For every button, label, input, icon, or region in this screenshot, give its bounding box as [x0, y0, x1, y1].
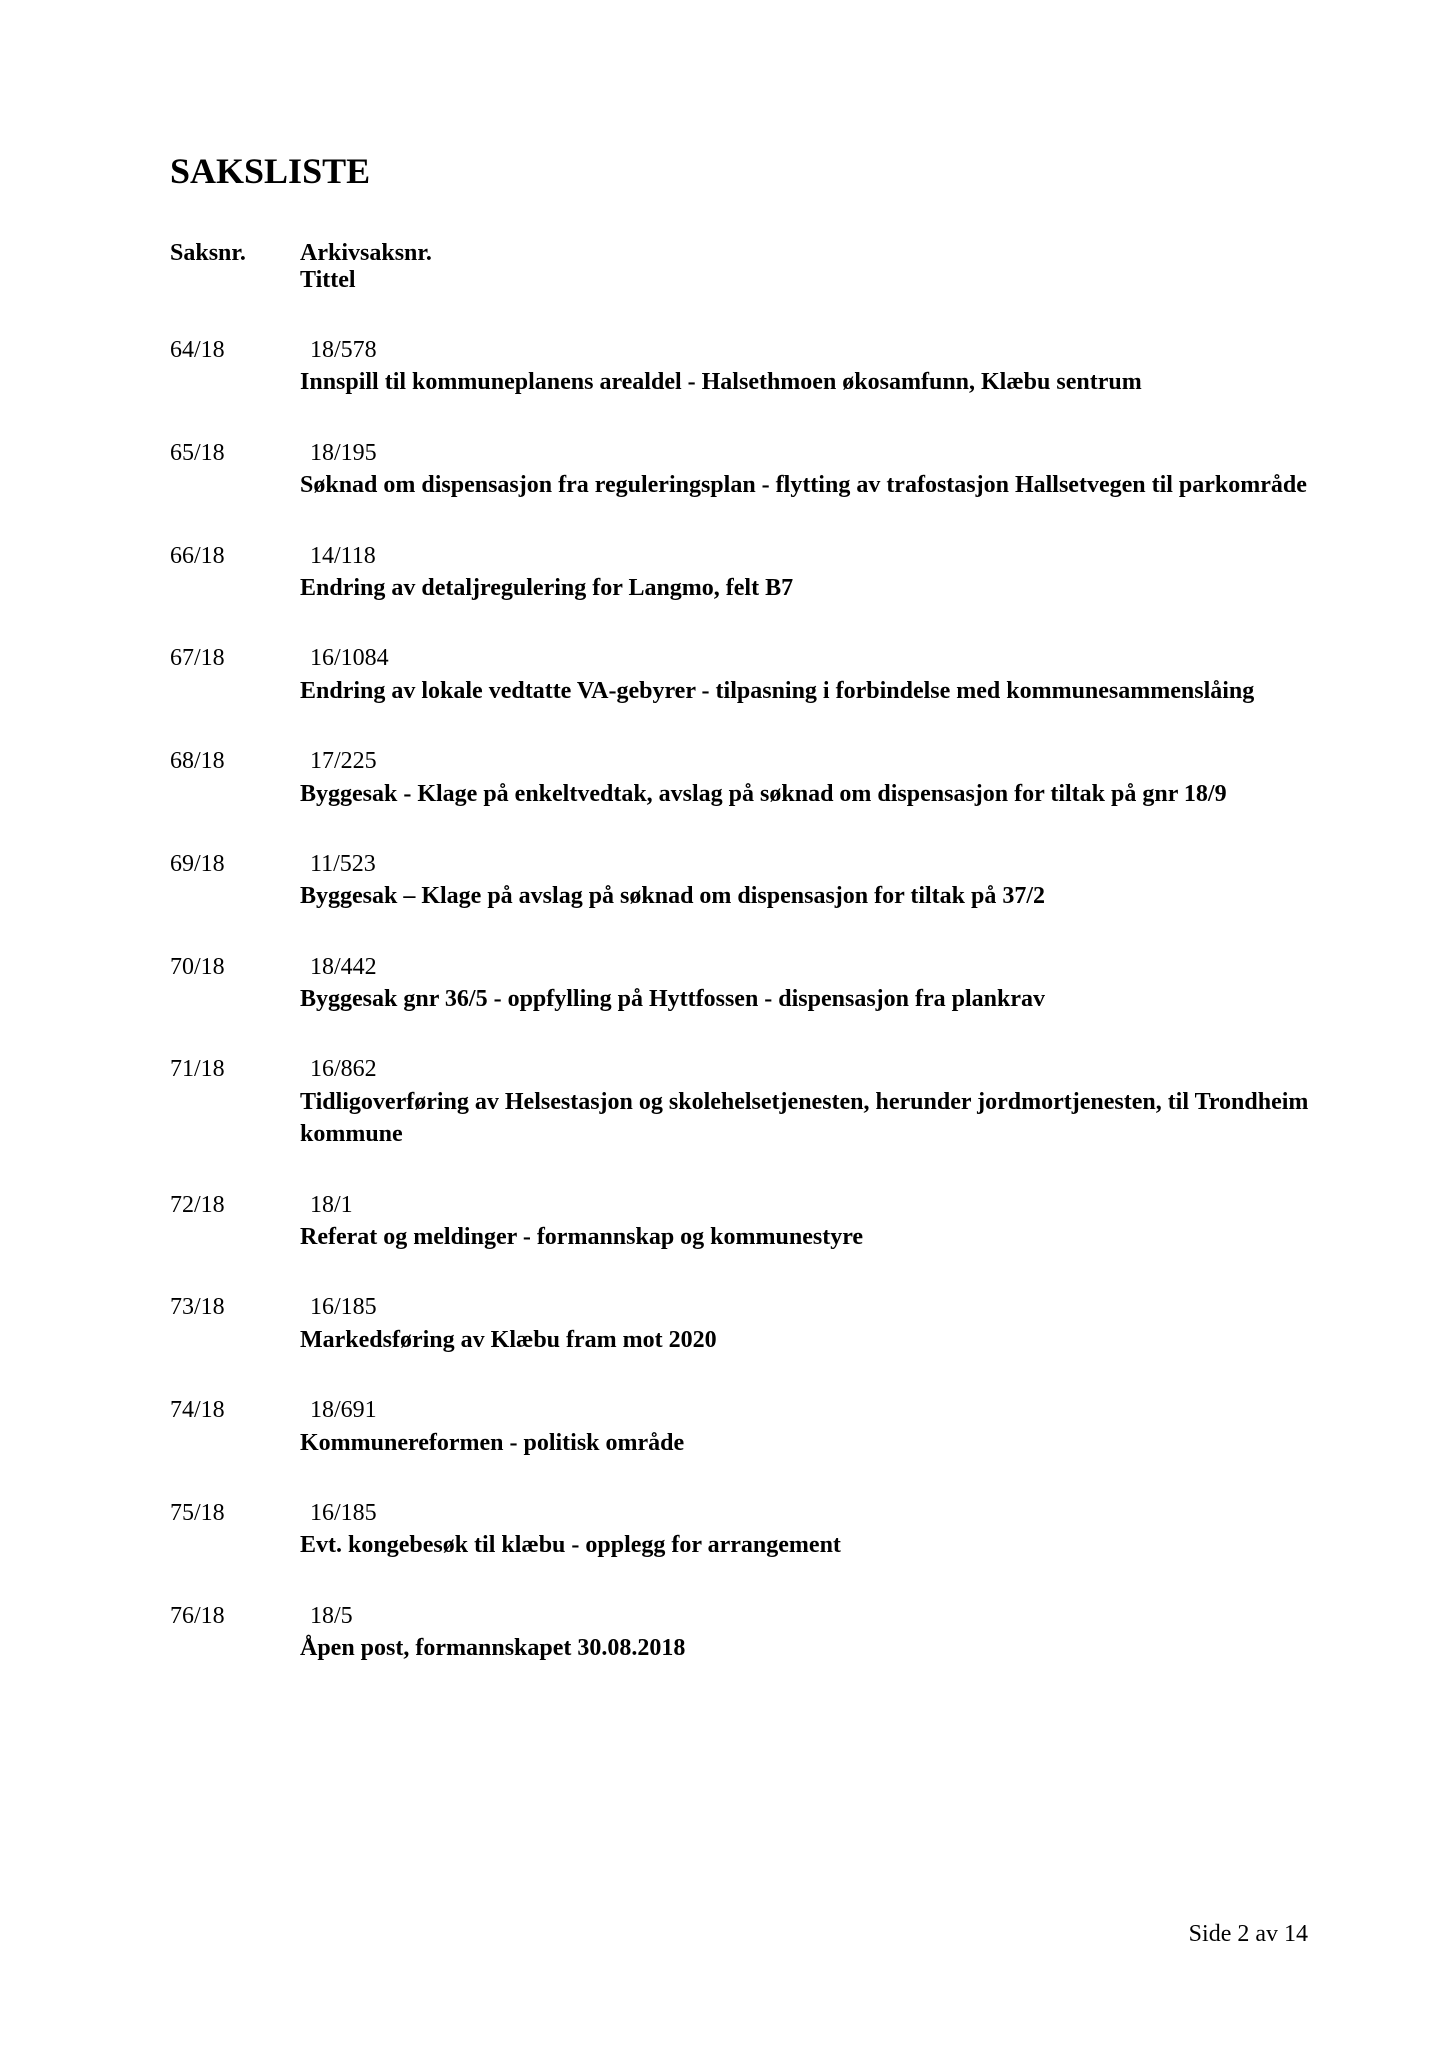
item-tittel: Byggesak - Klage på enkeltvedtak, avslag… [300, 778, 1318, 810]
header-content: Arkivsaksnr. Tittel [300, 240, 1318, 294]
item-content: 18/5Åpen post, formannskapet 30.08.2018 [300, 1600, 1318, 1665]
item-content: 18/195Søknad om dispensasjon fra reguler… [300, 437, 1318, 502]
list-item: 75/1816/185Evt. kongebesøk til klæbu - o… [170, 1497, 1318, 1562]
item-content: 17/225Byggesak - Klage på enkeltvedtak, … [300, 745, 1318, 810]
item-saksnr: 72/18 [170, 1189, 300, 1254]
item-saksnr: 66/18 [170, 540, 300, 605]
header-arkiv: Arkivsaksnr. [300, 240, 1318, 267]
list-item: 69/1811/523Byggesak – Klage på avslag på… [170, 848, 1318, 913]
item-arkiv: 17/225 [300, 745, 1318, 777]
item-tittel: Byggesak gnr 36/5 - oppfylling på Hyttfo… [300, 983, 1318, 1015]
item-arkiv: 18/1 [300, 1189, 1318, 1221]
item-tittel: Tidligoverføring av Helsestasjon og skol… [300, 1086, 1318, 1151]
list-item: 65/1818/195Søknad om dispensasjon fra re… [170, 437, 1318, 502]
item-saksnr: 65/18 [170, 437, 300, 502]
list-item: 70/1818/442Byggesak gnr 36/5 - oppfyllin… [170, 951, 1318, 1016]
item-saksnr: 76/18 [170, 1600, 300, 1665]
header-saksnr: Saksnr. [170, 240, 300, 294]
list-item: 66/1814/118Endring av detaljregulering f… [170, 540, 1318, 605]
item-saksnr: 75/18 [170, 1497, 300, 1562]
item-arkiv: 18/442 [300, 951, 1318, 983]
list-item: 71/1816/862Tidligoverføring av Helsestas… [170, 1053, 1318, 1150]
item-content: 14/118Endring av detaljregulering for La… [300, 540, 1318, 605]
item-content: 11/523Byggesak – Klage på avslag på søkn… [300, 848, 1318, 913]
items-list: 64/1818/578Innspill til kommuneplanens a… [170, 334, 1318, 1665]
item-tittel: Byggesak – Klage på avslag på søknad om … [300, 880, 1318, 912]
item-content: 18/578Innspill til kommuneplanens areald… [300, 334, 1318, 399]
list-item: 73/1816/185Markedsføring av Klæbu fram m… [170, 1291, 1318, 1356]
item-saksnr: 74/18 [170, 1394, 300, 1459]
item-arkiv: 11/523 [300, 848, 1318, 880]
list-item: 76/1818/5Åpen post, formannskapet 30.08.… [170, 1600, 1318, 1665]
header-tittel: Tittel [300, 267, 1318, 294]
item-tittel: Endring av lokale vedtatte VA-gebyrer - … [300, 675, 1318, 707]
item-arkiv: 18/195 [300, 437, 1318, 469]
item-arkiv: 18/578 [300, 334, 1318, 366]
item-arkiv: 16/185 [300, 1291, 1318, 1323]
item-tittel: Søknad om dispensasjon fra reguleringspl… [300, 469, 1318, 501]
item-arkiv: 16/185 [300, 1497, 1318, 1529]
item-content: 16/185Markedsføring av Klæbu fram mot 20… [300, 1291, 1318, 1356]
item-arkiv: 14/118 [300, 540, 1318, 572]
item-saksnr: 70/18 [170, 951, 300, 1016]
item-saksnr: 67/18 [170, 642, 300, 707]
item-tittel: Åpen post, formannskapet 30.08.2018 [300, 1632, 1318, 1664]
list-item: 67/1816/1084Endring av lokale vedtatte V… [170, 642, 1318, 707]
list-item: 68/1817/225Byggesak - Klage på enkeltved… [170, 745, 1318, 810]
item-content: 18/1Referat og meldinger - formannskap o… [300, 1189, 1318, 1254]
item-content: 16/185Evt. kongebesøk til klæbu - oppleg… [300, 1497, 1318, 1562]
page-title: SAKSLISTE [170, 150, 1318, 192]
item-saksnr: 73/18 [170, 1291, 300, 1356]
item-content: 16/1084Endring av lokale vedtatte VA-geb… [300, 642, 1318, 707]
list-item: 74/1818/691Kommunereformen - politisk om… [170, 1394, 1318, 1459]
item-tittel: Innspill til kommuneplanens arealdel - H… [300, 366, 1318, 398]
item-arkiv: 18/5 [300, 1600, 1318, 1632]
item-arkiv: 18/691 [300, 1394, 1318, 1426]
list-item: 72/1818/1Referat og meldinger - formanns… [170, 1189, 1318, 1254]
item-content: 16/862Tidligoverføring av Helsestasjon o… [300, 1053, 1318, 1150]
item-tittel: Endring av detaljregulering for Langmo, … [300, 572, 1318, 604]
page-footer: Side 2 av 14 [1189, 1921, 1308, 1948]
item-tittel: Referat og meldinger - formannskap og ko… [300, 1221, 1318, 1253]
item-saksnr: 69/18 [170, 848, 300, 913]
item-tittel: Evt. kongebesøk til klæbu - opplegg for … [300, 1529, 1318, 1561]
item-saksnr: 68/18 [170, 745, 300, 810]
item-tittel: Markedsføring av Klæbu fram mot 2020 [300, 1324, 1318, 1356]
item-tittel: Kommunereformen - politisk område [300, 1427, 1318, 1459]
list-header: Saksnr. Arkivsaksnr. Tittel [170, 240, 1318, 294]
item-arkiv: 16/862 [300, 1053, 1318, 1085]
item-content: 18/442Byggesak gnr 36/5 - oppfylling på … [300, 951, 1318, 1016]
item-arkiv: 16/1084 [300, 642, 1318, 674]
item-content: 18/691Kommunereformen - politisk område [300, 1394, 1318, 1459]
list-item: 64/1818/578Innspill til kommuneplanens a… [170, 334, 1318, 399]
item-saksnr: 64/18 [170, 334, 300, 399]
item-saksnr: 71/18 [170, 1053, 300, 1150]
